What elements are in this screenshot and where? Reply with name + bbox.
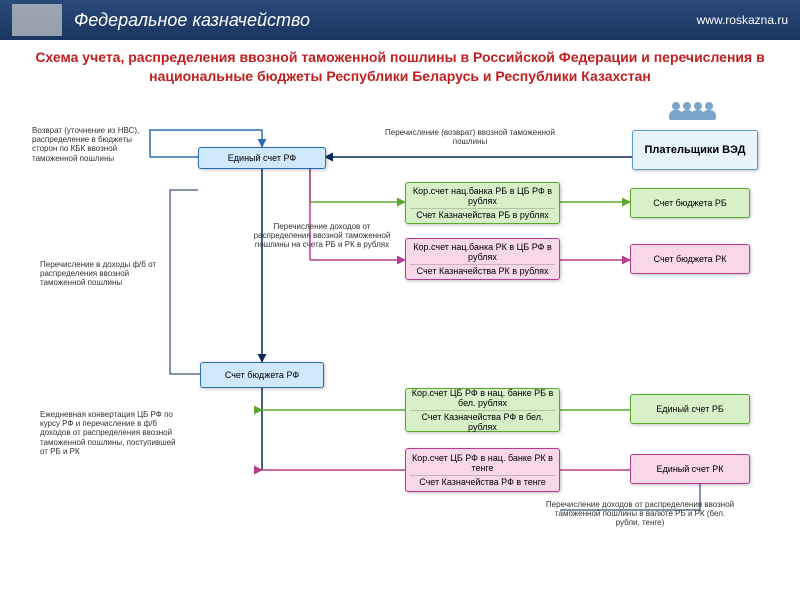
node-bank-rb-bel-l1: Кор.счет ЦБ РФ в нац. банке РБ в бел. ру… (410, 388, 555, 411)
people-icon (672, 102, 716, 120)
diagram: Плательщики ВЭД Единый счет РФ Счет бюдж… (0, 110, 800, 600)
label-transfer: Перечисление (возврат) ввозной таможенно… (380, 128, 560, 146)
node-bank-rb-l1: Кор.счет нац.банка РБ в ЦБ РФ в рублях (410, 186, 555, 209)
node-payers: Плательщики ВЭД (632, 130, 758, 170)
node-budget-rf: Счет бюджета РФ (200, 362, 324, 388)
node-bank-rk-l2: Счет Казначейства РК в рублях (417, 266, 549, 276)
label-distrib: Перечисление доходов от распределения вв… (252, 222, 392, 250)
header-url: www.roskazna.ru (697, 13, 788, 27)
node-unified-rk: Единый счет РК (630, 454, 750, 484)
label-tofb: Перечисление в доходы ф/б от распределен… (40, 260, 175, 288)
node-bank-rb: Кор.счет нац.банка РБ в ЦБ РФ в рублях С… (405, 182, 560, 224)
node-bank-rk-tng-l2: Счет Казначейства РФ в тенге (419, 477, 546, 487)
node-bank-rk: Кор.счет нац.банка РК в ЦБ РФ в рублях С… (405, 238, 560, 280)
page-title: Схема учета, распределения ввозной тамож… (0, 40, 800, 90)
node-bank-rb-l2: Счет Казначейства РБ в рублях (416, 210, 549, 220)
label-return: Возврат (уточнение из НВС), распределени… (32, 126, 157, 163)
node-bank-rk-l1: Кор.счет нац.банка РК в ЦБ РФ в рублях (410, 242, 555, 265)
node-budget-rk: Счет бюджета РК (630, 244, 750, 274)
node-budget-rb: Счет бюджета РБ (630, 188, 750, 218)
node-bank-rk-tng-l1: Кор.счет ЦБ РФ в нац. банке РК в тенге (410, 453, 555, 476)
node-bank-rb-bel-l2: Счет Казначейства РФ в бел. рублях (410, 412, 555, 433)
logo (12, 4, 62, 36)
header-title: Федеральное казначейство (74, 10, 697, 31)
label-fromrbrk: Перечисление доходов от распределения вв… (545, 500, 735, 528)
node-unified-rb: Единый счет РБ (630, 394, 750, 424)
label-convert: Ежедневная конвертация ЦБ РФ по курсу РФ… (40, 410, 185, 456)
node-bank-rb-bel: Кор.счет ЦБ РФ в нац. банке РБ в бел. ру… (405, 388, 560, 432)
node-bank-rk-tng: Кор.счет ЦБ РФ в нац. банке РК в тенге С… (405, 448, 560, 492)
node-unified-rf: Единый счет РФ (198, 147, 326, 169)
